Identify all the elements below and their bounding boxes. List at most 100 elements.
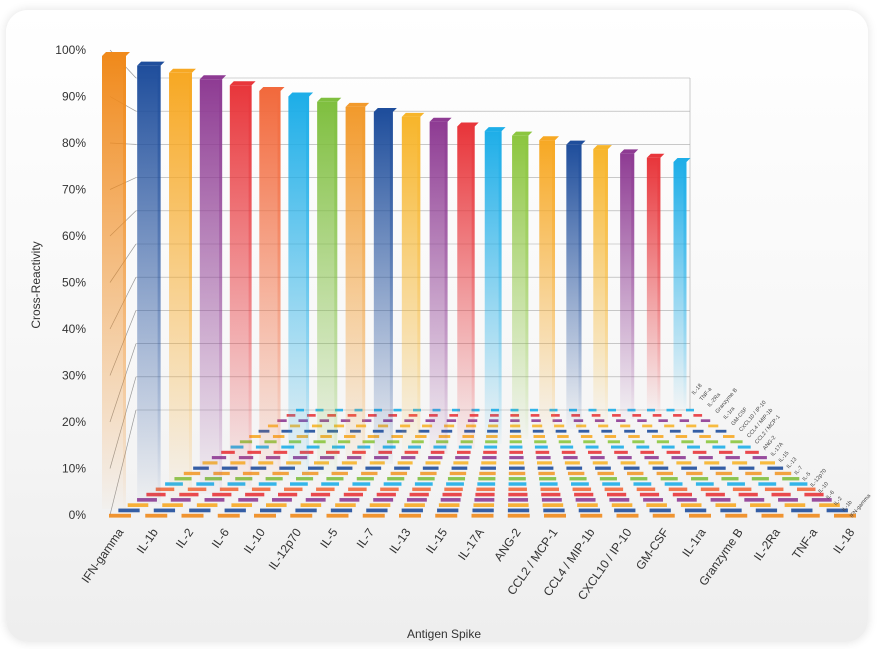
floor-tile (333, 424, 345, 428)
floor-tile (566, 466, 583, 470)
floor-tile (332, 445, 345, 449)
floor-tile (607, 440, 620, 444)
floor-tile (623, 466, 640, 470)
x-axis-label: Antigen Spike (407, 627, 481, 641)
floor-tile (336, 466, 353, 470)
floor-tile (691, 477, 709, 481)
floor-tile (279, 466, 295, 470)
floor-tile (725, 456, 740, 460)
floor-tile (774, 471, 792, 476)
x-tick-label: IL-15 (423, 525, 450, 556)
floor-tile (362, 513, 385, 518)
x-tick-label: IL-6 (209, 525, 233, 550)
floor-tile (564, 461, 580, 465)
bar (137, 61, 165, 504)
floor-tile (700, 419, 711, 423)
floor-tile (580, 435, 593, 438)
floor-tile (672, 492, 692, 497)
floor-tile (599, 477, 617, 481)
floor-tile (272, 471, 289, 476)
x-tick-label: IL-7 (354, 525, 378, 550)
x-tick-label: IL-1ra (679, 525, 709, 559)
floor-tile (737, 445, 751, 449)
depth-tick-label: IL-2 (833, 496, 844, 507)
bar (512, 131, 533, 440)
floor-tile (782, 477, 800, 481)
floor-tile (751, 477, 769, 481)
floor-tile (744, 498, 765, 502)
floor-tile (508, 477, 526, 481)
floor-tile (338, 440, 351, 444)
floor-tile (284, 487, 303, 492)
floor-tile (535, 450, 550, 454)
floor-tile (532, 429, 544, 433)
bar (429, 117, 452, 454)
floor-tile (221, 466, 238, 470)
bar (169, 68, 196, 499)
floor-tile (457, 450, 471, 454)
floor-tile (597, 471, 614, 476)
floor-tile (791, 508, 813, 513)
floor-tile (311, 424, 323, 428)
x-tick-label: IL-10 (241, 525, 268, 556)
floor-tile (574, 492, 594, 497)
floor-tile (563, 456, 578, 460)
floor-tile (543, 508, 565, 513)
x-tick-label: IL-5 (317, 525, 341, 550)
floor-tile (636, 487, 656, 492)
y-tick-label: 40% (62, 322, 86, 336)
floor-tile (692, 450, 707, 454)
floor-tile (632, 414, 642, 417)
floor-tile (680, 503, 702, 507)
floor-tile (642, 424, 653, 428)
floor-tile (552, 419, 562, 423)
floor-tile (732, 487, 752, 492)
floor-tile (648, 461, 664, 465)
floor-tile (415, 435, 427, 438)
floor-tile (715, 429, 727, 433)
floor-tile (446, 419, 457, 423)
y-tick-label: 90% (62, 90, 86, 104)
floor-tile (656, 440, 670, 444)
floor-tile (598, 424, 609, 428)
floor-tile (738, 492, 758, 497)
floor-tile (373, 498, 394, 502)
depth-tick-label: IL-6 (825, 490, 836, 501)
floor-tile (390, 471, 408, 476)
floor-tile (834, 513, 856, 518)
floor-tile (249, 435, 261, 438)
floor-tile (541, 492, 561, 497)
floor-tile (819, 503, 840, 507)
x-tick-label: IL-2 (173, 525, 197, 550)
floor-tile (664, 424, 675, 428)
bar (199, 75, 227, 494)
floor-tile (479, 471, 496, 476)
bar (539, 136, 560, 434)
bar (593, 145, 612, 424)
floor-tile (551, 414, 560, 417)
floor-tile (771, 492, 791, 497)
floor-tile (380, 487, 399, 492)
floor-tile (453, 461, 469, 465)
floor-tile (588, 450, 602, 454)
floor-tile (561, 450, 576, 454)
floor-tile (474, 498, 495, 502)
floor-tile (660, 477, 678, 481)
floor-tile (343, 492, 363, 497)
floor-tile (646, 503, 667, 507)
floor-tile (221, 450, 235, 454)
floor-tile (689, 513, 711, 518)
floor-tile (686, 471, 703, 476)
floor-tile (614, 450, 628, 454)
floor-tile (170, 498, 191, 502)
x-tick-label: IL-17A (455, 526, 487, 563)
bar (484, 127, 506, 444)
floor-tile (658, 419, 668, 423)
floor-tile (705, 440, 719, 444)
x-tick-label: TNF-a (789, 525, 820, 561)
floor-tile (482, 456, 497, 460)
floor-tile (418, 429, 430, 433)
floor-tile (181, 513, 204, 518)
floor-tile (508, 503, 529, 507)
